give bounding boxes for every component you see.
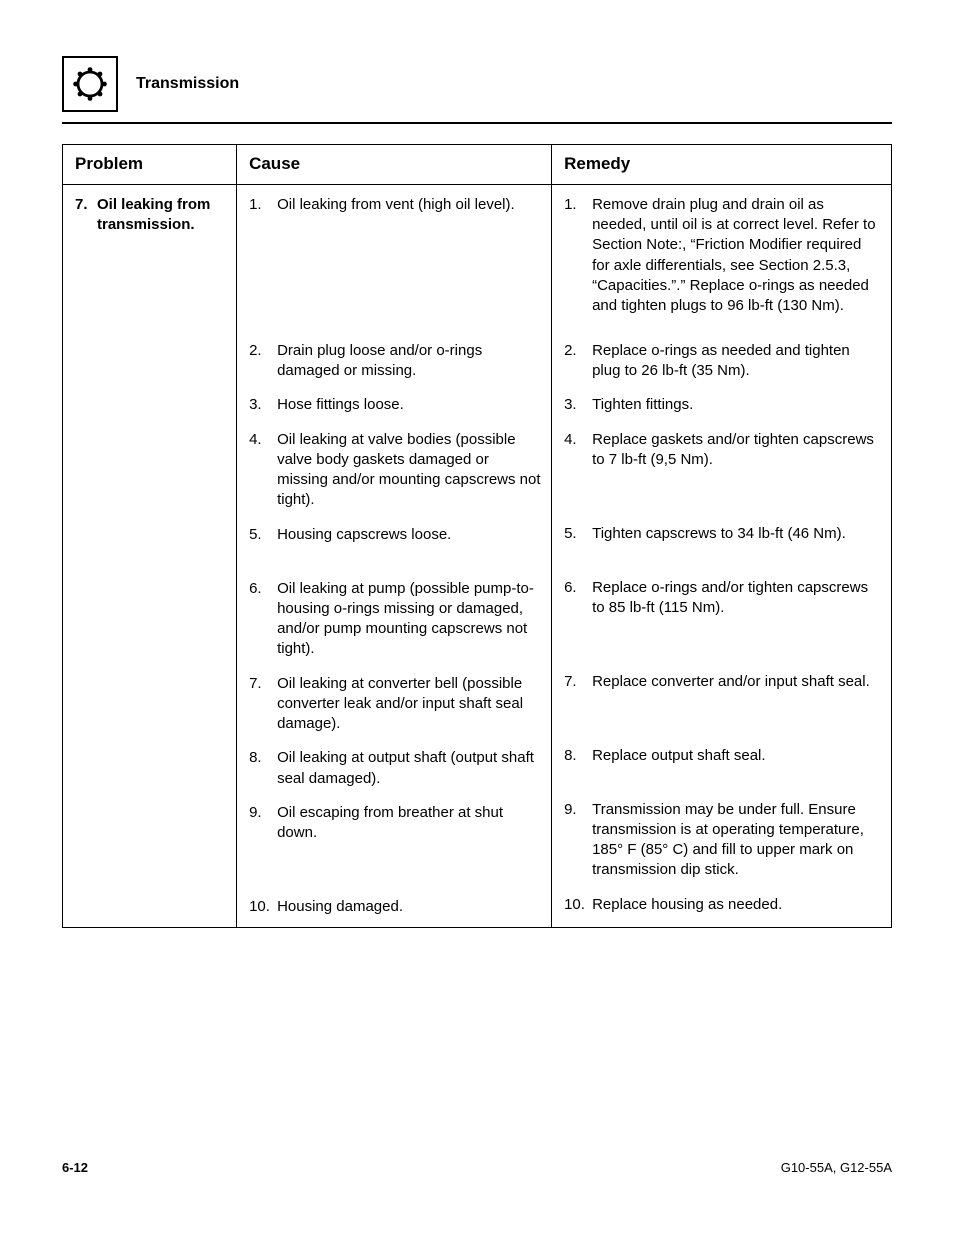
- cause-num: 9.: [249, 803, 262, 823]
- remedy-text: Replace gaskets and/or tighten capscrews…: [592, 431, 874, 468]
- cause-item: 10. Housing damaged.: [249, 897, 541, 917]
- remedy-text: Remove drain plug and drain oil as neede…: [592, 196, 875, 314]
- gear-icon: [62, 56, 118, 112]
- remedy-text: Tighten fittings.: [592, 396, 693, 413]
- cause-text: Housing capscrews loose.: [277, 526, 451, 543]
- cause-num: 5.: [249, 525, 262, 545]
- cause-num: 6.: [249, 579, 262, 599]
- remedy-num: 2.: [564, 341, 577, 361]
- page-header: Transmission: [62, 56, 892, 112]
- table-row: 7. Oil leaking from transmission. 1. Oil …: [63, 184, 892, 927]
- remedy-text: Transmission may be under full. Ensure t…: [592, 801, 864, 879]
- remedy-num: 8.: [564, 746, 577, 766]
- remedy-item: 10. Replace housing as needed.: [564, 895, 881, 915]
- table-header-row: Problem Cause Remedy: [63, 145, 892, 185]
- remedy-item: 5. Tighten capscrews to 34 lb-ft (46 Nm).: [564, 524, 881, 564]
- remedy-list: 1. Remove drain plug and drain oil as nee…: [564, 195, 881, 915]
- cause-text: Oil leaking at converter bell (possible …: [277, 675, 523, 733]
- page-number: 6-12: [62, 1160, 88, 1175]
- remedy-item: 9. Transmission may be under full. Ensure…: [564, 800, 881, 881]
- cause-text: Hose fittings loose.: [277, 396, 404, 413]
- remedy-text: Replace o-rings and/or tighten capscrews…: [592, 579, 868, 616]
- cause-item: 1. Oil leaking from vent (high oil level)…: [249, 195, 541, 327]
- cause-text: Oil leaking from vent (high oil level).: [277, 196, 515, 213]
- cause-text: Drain plug loose and/or o-rings damaged …: [277, 342, 482, 379]
- header-problem: Problem: [63, 145, 237, 185]
- remedy-cell: 1. Remove drain plug and drain oil as nee…: [552, 184, 892, 927]
- section-title: Transmission: [136, 75, 239, 93]
- cause-num: 4.: [249, 430, 262, 450]
- remedy-item: 1. Remove drain plug and drain oil as nee…: [564, 195, 881, 327]
- header-rule: [62, 122, 892, 124]
- cause-item: 4. Oil leaking at valve bodies (possible …: [249, 430, 541, 511]
- cause-num: 8.: [249, 748, 262, 768]
- remedy-item: 3. Tighten fittings.: [564, 395, 881, 415]
- cause-item: 8. Oil leaking at output shaft (output sh…: [249, 748, 541, 789]
- remedy-item: 4. Replace gaskets and/or tighten capscre…: [564, 430, 881, 510]
- cause-num: 3.: [249, 395, 262, 415]
- remedy-num: 9.: [564, 800, 577, 820]
- problem-number: 7.: [75, 195, 88, 215]
- cause-cell: 1. Oil leaking from vent (high oil level)…: [237, 184, 552, 927]
- cause-text: Housing damaged.: [277, 898, 403, 915]
- remedy-text: Replace converter and/or input shaft sea…: [592, 673, 870, 690]
- cause-item: 2. Drain plug loose and/or o-rings damage…: [249, 341, 541, 382]
- cause-text: Oil leaking at pump (possible pump-to-ho…: [277, 580, 534, 658]
- remedy-num: 4.: [564, 430, 577, 450]
- cause-item: 6. Oil leaking at pump (possible pump-to-…: [249, 579, 541, 660]
- cause-item: 9. Oil escaping from breather at shut dow…: [249, 803, 541, 883]
- header-remedy: Remedy: [552, 145, 892, 185]
- cause-item: 5. Housing capscrews loose.: [249, 525, 541, 565]
- remedy-num: 10.: [564, 895, 585, 915]
- remedy-num: 3.: [564, 395, 577, 415]
- cause-num: 1.: [249, 195, 262, 215]
- cause-text: Oil leaking at output shaft (output shaf…: [277, 749, 534, 786]
- doc-id: G10-55A, G12-55A: [781, 1160, 892, 1175]
- cause-list: 1. Oil leaking from vent (high oil level)…: [249, 195, 541, 917]
- remedy-text: Tighten capscrews to 34 lb-ft (46 Nm).: [592, 525, 846, 542]
- remedy-text: Replace o-rings as needed and tighten pl…: [592, 342, 850, 379]
- remedy-num: 6.: [564, 578, 577, 598]
- cause-text: Oil escaping from breather at shut down.: [277, 804, 503, 841]
- remedy-item: 2. Replace o-rings as needed and tighten …: [564, 341, 881, 382]
- remedy-item: 6. Replace o-rings and/or tighten capscre…: [564, 578, 881, 658]
- cause-num: 10.: [249, 897, 270, 917]
- remedy-text: Replace housing as needed.: [592, 896, 782, 913]
- remedy-item: 7. Replace converter and/or input shaft s…: [564, 672, 881, 732]
- remedy-num: 7.: [564, 672, 577, 692]
- cause-text: Oil leaking at valve bodies (possible va…: [277, 431, 540, 509]
- problem-text: Oil leaking from transmission.: [97, 196, 210, 233]
- cause-item: 3. Hose fittings loose.: [249, 395, 541, 415]
- remedy-text: Replace output shaft seal.: [592, 747, 765, 764]
- cause-num: 2.: [249, 341, 262, 361]
- troubleshoot-table: Problem Cause Remedy 7. Oil leaking from…: [62, 144, 892, 928]
- problem-cell: 7. Oil leaking from transmission.: [63, 184, 237, 927]
- header-cause: Cause: [237, 145, 552, 185]
- cause-num: 7.: [249, 674, 262, 694]
- remedy-num: 5.: [564, 524, 577, 544]
- page-footer: 6-12 G10-55A, G12-55A: [62, 1160, 892, 1175]
- cause-item: 7. Oil leaking at converter bell (possibl…: [249, 674, 541, 735]
- remedy-num: 1.: [564, 195, 577, 215]
- remedy-item: 8. Replace output shaft seal.: [564, 746, 881, 786]
